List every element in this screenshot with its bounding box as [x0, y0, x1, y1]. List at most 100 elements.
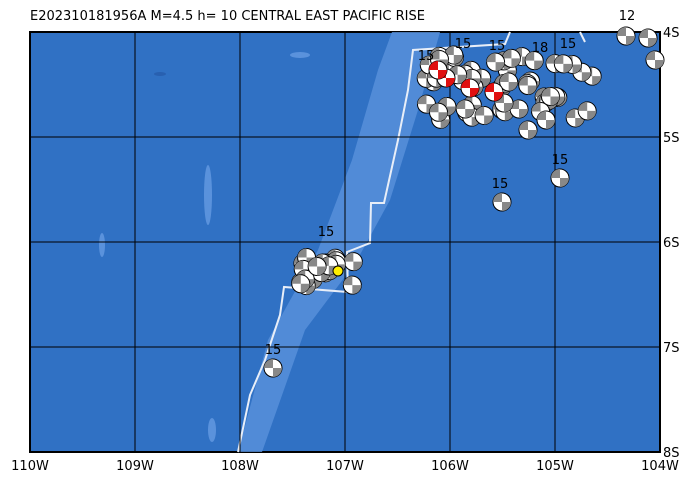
ball-quadrant	[578, 101, 588, 111]
event-label: 15	[455, 37, 472, 52]
graticule	[30, 32, 660, 452]
beachball	[499, 72, 519, 92]
beachball	[638, 28, 658, 48]
ball-quadrant	[484, 115, 494, 125]
ball-quadrant	[546, 120, 555, 129]
ball-quadrant	[537, 111, 546, 120]
ball-quadrant	[617, 27, 626, 36]
ball-quadrant	[527, 85, 537, 95]
ball-quadrant	[353, 261, 363, 271]
ball-quadrant	[457, 74, 467, 84]
ball-quadrant	[646, 51, 655, 60]
beachball	[484, 82, 504, 102]
lon-label: 105W	[536, 459, 574, 474]
ball-quadrant	[563, 63, 573, 73]
lon-label: 104W	[641, 459, 679, 474]
ball-quadrant	[429, 61, 438, 70]
ball-quadrant	[531, 102, 541, 112]
ball-quadrant	[541, 87, 551, 97]
plate-boundary	[237, 31, 586, 453]
lon-label: 106W	[431, 459, 469, 474]
lat-label: 6S	[663, 236, 680, 251]
lon-label: 109W	[116, 459, 154, 474]
beachball	[577, 101, 597, 121]
lat-label: 8S	[663, 446, 680, 461]
ball-quadrant	[430, 50, 440, 60]
ball-quadrant	[639, 29, 648, 38]
ball-quadrant	[525, 51, 535, 61]
ball-quadrant	[560, 178, 569, 187]
lon-label: 107W	[326, 459, 364, 474]
lat-label: 7S	[663, 341, 680, 356]
ball-quadrant	[446, 78, 455, 87]
ball-quadrant	[485, 83, 494, 92]
lon-label: 110W	[11, 459, 49, 474]
ball-quadrant	[572, 64, 582, 74]
ball-quadrant	[300, 283, 310, 293]
ball-quadrant	[453, 55, 463, 65]
ball-quadrant	[438, 70, 447, 79]
event-label: 15	[560, 37, 577, 52]
ball-quadrant	[456, 99, 466, 109]
ball-quadrant	[493, 193, 502, 202]
beachball	[540, 87, 560, 107]
ball-quadrant	[465, 108, 475, 118]
ball-quadrant	[502, 202, 511, 211]
ball-quadrant	[587, 110, 597, 120]
ball-quadrant	[308, 257, 318, 267]
ball-quadrant	[344, 252, 354, 262]
ball-quadrant	[655, 60, 664, 69]
beachball	[518, 75, 538, 95]
ball-quadrant	[438, 112, 448, 122]
event-label: 12	[619, 9, 636, 24]
lon-label: 108W	[221, 459, 259, 474]
event-label: 15	[318, 225, 335, 240]
ball-quadrant	[518, 108, 528, 118]
ball-quadrant	[495, 62, 505, 72]
focal-mechanisms	[263, 26, 665, 378]
ball-quadrant	[429, 103, 439, 113]
ball-quadrant	[551, 169, 560, 178]
ball-quadrant	[273, 368, 282, 377]
ball-quadrant	[575, 117, 585, 127]
map-title: E202310181956A M=4.5 h= 10 CENTRAL EAST …	[30, 9, 425, 24]
event-label: 15	[489, 39, 506, 54]
beachball	[343, 252, 363, 272]
ball-quadrant	[499, 72, 509, 82]
event-label: 15	[552, 153, 569, 168]
ball-quadrant	[534, 60, 544, 70]
ball-quadrant	[518, 76, 528, 86]
ball-quadrant	[511, 58, 521, 68]
ball-quadrant	[444, 46, 454, 56]
beachball	[428, 60, 448, 80]
ball-quadrant	[294, 260, 304, 270]
ball-quadrant	[264, 359, 273, 368]
lat-label: 4S	[663, 26, 680, 41]
ball-quadrant	[648, 38, 657, 47]
ball-quadrant	[481, 78, 491, 88]
beachball	[342, 275, 362, 295]
ball-quadrant	[502, 49, 512, 59]
seamounts	[99, 52, 310, 442]
ball-quadrant	[519, 121, 528, 130]
ball-quadrant	[508, 81, 518, 91]
beachball	[460, 78, 480, 98]
ball-quadrant	[291, 274, 301, 284]
beachball	[455, 99, 475, 119]
beachball	[486, 52, 506, 72]
ball-quadrant	[626, 36, 635, 45]
event-label: 15	[492, 177, 509, 192]
ball-quadrant	[550, 96, 560, 106]
ball-quadrant	[475, 106, 485, 116]
beachball	[518, 120, 538, 140]
beachball	[553, 54, 573, 74]
beachball	[492, 192, 512, 212]
ball-quadrant	[297, 248, 307, 258]
epicenter	[332, 265, 344, 277]
beachball	[509, 99, 529, 119]
beachball	[550, 168, 570, 188]
ball-quadrant	[494, 92, 503, 101]
beachball	[645, 50, 665, 70]
beachball	[263, 358, 283, 378]
